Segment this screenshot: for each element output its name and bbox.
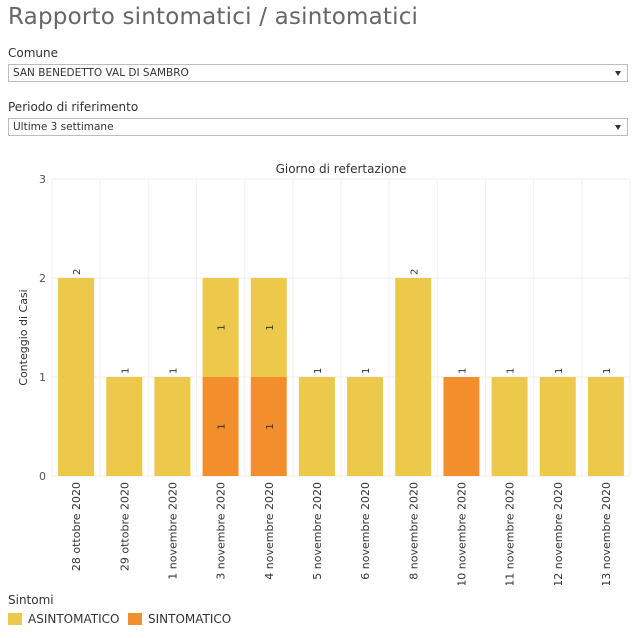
legend-label-sintomatico: SINTOMATICO — [148, 612, 232, 626]
bar-value-label: 1 — [602, 368, 613, 374]
bar-value-label: 1 — [506, 368, 517, 374]
legend-label-asintomatico: ASINTOMATICO — [28, 612, 120, 626]
bar-value-label: 1 — [120, 368, 131, 374]
bar-asintomatico — [587, 377, 624, 476]
periodo-label: Periodo di riferimento — [8, 100, 139, 114]
comune-label: Comune — [8, 46, 59, 60]
x-tick-label: 11 novembre 2020 — [504, 482, 517, 585]
x-tick-label: 28 ottobre 2020 — [70, 482, 83, 571]
x-tick-label: 3 novembre 2020 — [215, 482, 228, 580]
chevron-down-icon[interactable] — [615, 125, 621, 130]
legend-swatch-sintomatico — [128, 613, 142, 625]
x-tick-label: 8 novembre 2020 — [407, 482, 420, 580]
y-tick-label: 3 — [39, 173, 46, 186]
comune-dropdown[interactable]: SAN BENEDETTO VAL DI SAMBRO — [8, 64, 628, 82]
x-tick-label: 4 novembre 2020 — [263, 482, 276, 580]
x-tick-label: 29 ottobre 2020 — [118, 482, 131, 571]
x-tick-label: 6 novembre 2020 — [359, 482, 372, 580]
y-tick-label: 1 — [39, 371, 46, 384]
bar-asintomatico — [395, 278, 432, 476]
bar-asintomatico — [106, 377, 143, 476]
periodo-selected-value: Ultime 3 settimane — [13, 121, 114, 133]
bar-asintomatico — [154, 377, 191, 476]
y-axis-title: Conteggio di Casi — [17, 289, 30, 385]
bar-value-label: 1 — [313, 368, 324, 374]
x-tick-label: 5 novembre 2020 — [311, 482, 324, 580]
bar-value-label: 1 — [217, 423, 228, 429]
y-tick-label: 2 — [39, 272, 46, 285]
bar-value-label: 1 — [265, 423, 276, 429]
bar-value-label: 2 — [72, 269, 83, 275]
periodo-dropdown[interactable]: Ultime 3 settimane — [8, 118, 628, 136]
bar-asintomatico — [347, 377, 384, 476]
bar-asintomatico — [298, 377, 335, 476]
x-tick-label: 1 novembre 2020 — [166, 482, 179, 580]
bar-asintomatico — [539, 377, 576, 476]
x-tick-label: 12 novembre 2020 — [552, 482, 565, 585]
bar-sintomatico — [202, 377, 239, 476]
legend-title: Sintomi — [8, 593, 54, 607]
bar-value-label: 2 — [409, 269, 420, 275]
bar-value-label: 1 — [361, 368, 372, 374]
chart-title: Giorno di refertazione — [276, 162, 407, 176]
bar-asintomatico — [58, 278, 95, 476]
x-tick-label: 10 novembre 2020 — [455, 482, 468, 585]
bar-value-label: 1 — [265, 324, 276, 330]
bar-value-label: 1 — [168, 368, 179, 374]
comune-selected-value: SAN BENEDETTO VAL DI SAMBRO — [13, 67, 189, 79]
page-title: Rapporto sintomatici / asintomatici — [8, 4, 419, 30]
bar-value-label: 1 — [457, 368, 468, 374]
x-tick-label: 13 novembre 2020 — [600, 482, 613, 585]
bar-value-label: 1 — [554, 368, 565, 374]
bar-sintomatico — [443, 377, 480, 476]
bar-asintomatico — [202, 278, 239, 377]
chevron-down-icon[interactable] — [615, 71, 621, 76]
bar-asintomatico — [250, 278, 287, 377]
legend-swatch-asintomatico — [8, 613, 22, 625]
stacked-bar-chart: Giorno di refertazione 0 1 2 3 Conteggio di C… — [17, 162, 631, 585]
bar-value-label: 1 — [217, 324, 228, 330]
bar-sintomatico — [250, 377, 287, 476]
bar-asintomatico — [491, 377, 528, 476]
y-tick-label: 0 — [39, 470, 46, 483]
